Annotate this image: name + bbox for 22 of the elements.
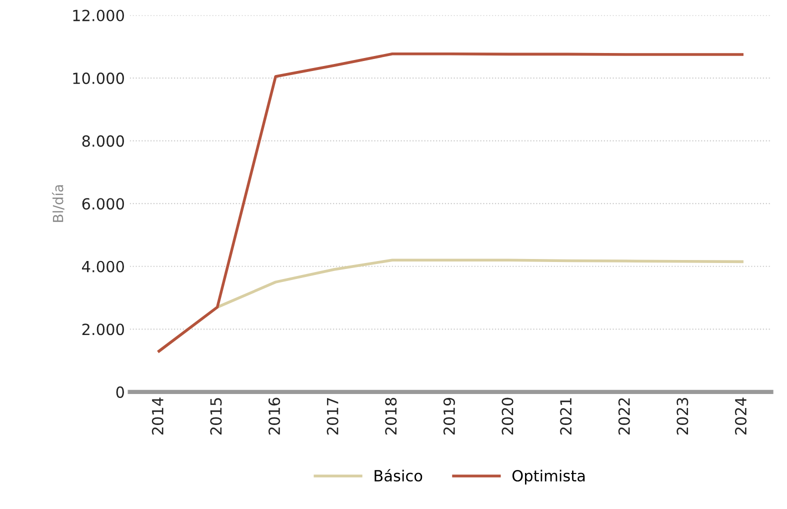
- x-tick-label: 2016: [268, 398, 280, 435]
- y-axis-title: Bl/día: [52, 185, 64, 222]
- x-tick-label: 2022: [618, 398, 630, 435]
- y-tick-label: 2.000: [82, 324, 124, 336]
- line-series: [158, 52, 744, 353]
- legend-label: Básico: [374, 469, 422, 482]
- y-tick-label: 12.000: [73, 10, 124, 22]
- y-tick-label: 6.000: [82, 198, 124, 210]
- x-tick-label: 2015: [210, 398, 222, 435]
- y-tick-label: 8.000: [82, 135, 124, 147]
- x-tick-label: 2017: [326, 398, 338, 435]
- legend-label: Optimista: [512, 470, 585, 484]
- x-tick-label: 2019: [443, 398, 455, 435]
- x-tick-label: 2018: [385, 398, 397, 435]
- y-tick-label: 10.000: [73, 72, 124, 84]
- y-tick-label: 4.000: [82, 260, 124, 272]
- y-tick-label: 0: [116, 386, 124, 398]
- x-tick-label: 2024: [734, 398, 747, 435]
- x-tick-label: 2020: [502, 398, 514, 435]
- x-tick-label: 2021: [560, 398, 572, 435]
- x-tick-label: 2014: [152, 398, 164, 435]
- x-tick-label: 2023: [676, 398, 688, 435]
